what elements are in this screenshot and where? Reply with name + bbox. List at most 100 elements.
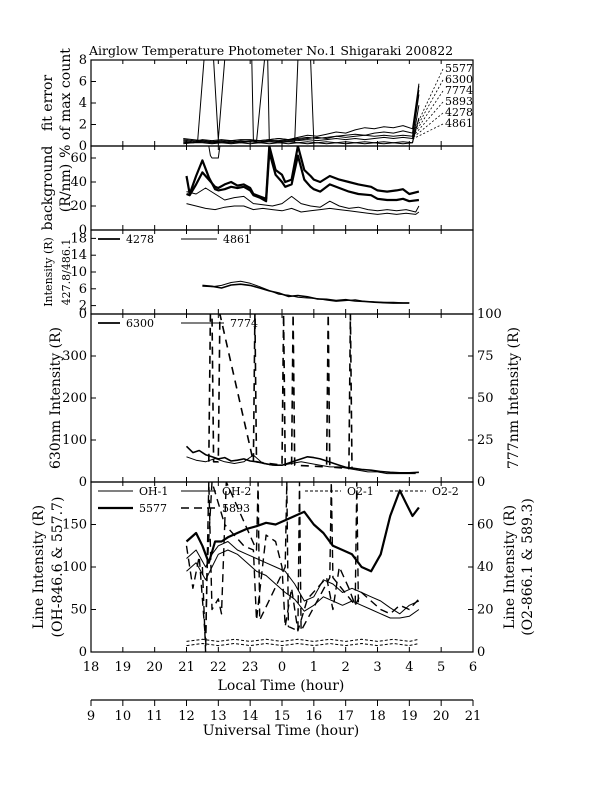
ut-tick-label: 14 <box>242 709 259 724</box>
series-red-green-7774-spikes <box>208 314 353 470</box>
panel-blue-intensity: 02 6 10 14 18 Intensity (R) 427.8/486.1 4278 486… <box>42 229 474 322</box>
series-fit-error-4861 <box>183 117 420 144</box>
fit-error-y-tick-label: 4 <box>79 96 87 111</box>
legend-label-4278: 4278 <box>126 233 154 246</box>
line-intensity-y-label-right-line1: Line Intensity (R) <box>502 505 518 629</box>
local-time-tick-label: 5 <box>437 660 445 675</box>
legend-label-O2-1: O2-1 <box>347 485 374 498</box>
series-background-bg-dip <box>208 146 221 159</box>
series-background-bg-a <box>186 146 420 200</box>
local-time-tick-label: 19 <box>115 660 132 675</box>
line-intensity-series <box>185 482 420 652</box>
series-background-bg-c <box>186 187 420 213</box>
red-green-series <box>185 314 419 475</box>
background-y-tick-label: 20 <box>70 199 87 214</box>
background-y-tick-label: 40 <box>70 175 87 190</box>
fit-error-y-tick-label: 2 <box>79 118 87 133</box>
series-line-intensity-OH-1 <box>186 541 420 615</box>
series-line-intensity-O2-2 <box>186 638 420 642</box>
legend-label-OH-1: OH-1 <box>139 485 168 498</box>
fit-error-y-tick-label: 6 <box>79 75 87 90</box>
fit-error-y-label-line1: fit error <box>40 75 56 132</box>
legend-label-4861: 4861 <box>223 233 251 246</box>
series-background-bg-d <box>186 203 420 215</box>
ut-tick-label: 11 <box>146 709 163 724</box>
ut-tick-label: 10 <box>115 709 132 724</box>
local-time-axis: 18 19 20 21 22 23 0 1 2 3 4 5 6 Local Time (hour) <box>83 660 477 694</box>
blue-intensity-y-label-line2: 427.8/486.1 <box>60 239 73 306</box>
series-line-intensity-O2-1 <box>186 643 420 647</box>
fit-error-series <box>183 60 420 145</box>
fit-error-leader-line <box>412 79 444 136</box>
line-intensity-y-tick-label: 50 <box>70 603 87 618</box>
series-blue-intensity-4861 <box>202 280 410 304</box>
series-fit-error-spike <box>192 60 315 144</box>
blue-intensity-y-label-line1: Intensity (R) <box>42 237 55 307</box>
series-fit-error-5893 <box>183 94 420 144</box>
series-red-green-7774 <box>186 454 416 475</box>
series-line-intensity-5577 <box>185 489 420 573</box>
background-y-tick-label: 60 <box>70 151 87 166</box>
series-fit-error-4278 <box>183 105 420 145</box>
line-intensity-y-tick-right-label: 60 <box>477 518 494 533</box>
panel-fit-error: 0 2 4 6 8 fit error% of max count 557763007774… <box>40 48 474 158</box>
red-green-y-label: 630nm Intensity (R) <box>48 327 64 469</box>
red-green-y-tick-label: 200 <box>62 391 87 406</box>
fit-error-leader-line <box>412 123 444 140</box>
local-time-tick-label: 18 <box>83 660 100 675</box>
red-green-y-tick-label: 100 <box>62 433 87 448</box>
series-red-green-6300 <box>185 445 419 474</box>
blue-intensity-y-tick-label: 0 <box>79 307 87 322</box>
line-intensity-y-label-right-line2: (O2-866.1 & 589.3) <box>520 498 536 636</box>
fit-error-line-label: 6300 <box>445 73 473 86</box>
universal-time-axis: 9 10 11 12 13 14 15 16 17 18 19 20 21 Universal Time… <box>87 699 482 739</box>
background-y-label-line2: (R/nm) <box>58 164 74 212</box>
ut-tick-label: 21 <box>465 709 482 724</box>
series-blue-intensity-4278 <box>202 283 410 304</box>
background-y-label-line1: background <box>40 146 56 231</box>
fit-error-leader-line <box>412 112 444 139</box>
red-green-y-tick-right-label: 25 <box>477 433 494 448</box>
ut-tick-label: 16 <box>306 709 323 724</box>
legend-label-5577: 5577 <box>139 502 167 515</box>
chart-title: Airglow Temperature Photometer No.1 Shig… <box>88 43 453 58</box>
fit-error-line-label: 5893 <box>445 95 473 108</box>
series-background-bg-b <box>185 150 420 203</box>
universal-time-axis-label: Universal Time (hour) <box>203 723 360 739</box>
ut-tick-label: 9 <box>87 709 95 724</box>
red-green-y-tick-right-label: 0 <box>477 475 485 490</box>
legend-label-5893: 5893 <box>222 502 250 515</box>
local-time-tick-label: 23 <box>242 660 259 675</box>
ut-tick-label: 18 <box>369 709 386 724</box>
ut-tick-label: 13 <box>210 709 227 724</box>
legend-label-OH-2: OH-2 <box>222 485 251 498</box>
fit-error-line-label: 5577 <box>445 62 473 75</box>
line-intensity-y-tick-right-label: 20 <box>477 603 494 618</box>
blue-intensity-y-tick-label: 18 <box>70 231 87 246</box>
ut-tick-label: 15 <box>274 709 291 724</box>
local-time-tick-label: 21 <box>178 660 195 675</box>
blue-intensity-y-tick-label: 2 <box>79 299 87 314</box>
local-time-tick-label: 0 <box>278 660 286 675</box>
local-time-axis-label: Local Time (hour) <box>218 678 345 694</box>
line-intensity-y-tick-right-label: 0 <box>477 645 485 660</box>
local-time-tick-label: 20 <box>146 660 163 675</box>
local-time-tick-label: 22 <box>210 660 227 675</box>
panel-background: 0 20 40 60 background (R/nm) <box>40 145 474 238</box>
background-frame <box>90 145 474 231</box>
legend-label-7774: 7774 <box>230 317 258 330</box>
blue-intensity-series <box>202 280 410 304</box>
fit-error-leader-line <box>412 90 444 137</box>
local-time-tick-label: 1 <box>310 660 318 675</box>
fit-error-y-label-line2: % of max count <box>58 48 74 158</box>
fit-error-line-label: 7774 <box>445 84 473 97</box>
ut-tick-label: 20 <box>433 709 450 724</box>
red-green-y-label-right: 777nm Intensity (R) <box>506 327 522 469</box>
legend-label-O2-2: O2-2 <box>432 485 459 498</box>
line-intensity-y-tick-label: 0 <box>79 645 87 660</box>
local-time-tick-label: 6 <box>469 660 477 675</box>
line-intensity-y-tick-right-label: 40 <box>477 560 494 575</box>
background-y-tick-label: 0 <box>79 223 87 238</box>
